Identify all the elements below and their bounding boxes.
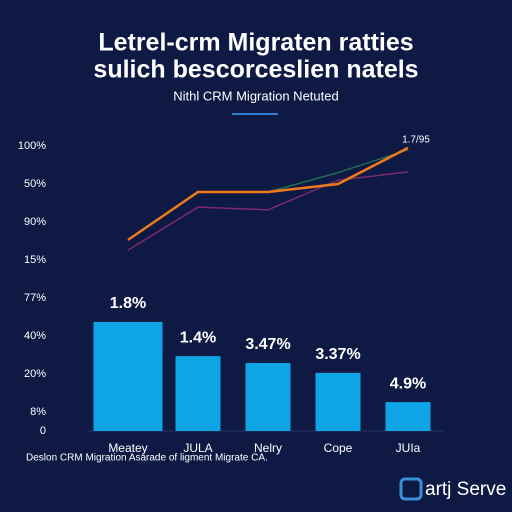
chart-subtitle: Nithl CRM Migration Netuted [173, 88, 338, 103]
bar-label: 3.37% [315, 346, 360, 363]
bar [315, 372, 361, 431]
y-tick-label: 40% [24, 330, 46, 342]
y-tick-label: 50% [24, 178, 46, 190]
chart-title: Letrel-crm Migraten ratties [98, 29, 413, 57]
bar [245, 362, 291, 431]
brand-text: artj Serve [425, 479, 506, 500]
y-tick-label: 20% [24, 368, 46, 380]
brand-logo: artj Serve [399, 477, 506, 501]
line-series [127, 146, 409, 241]
line-annotation: 1.7/95 [402, 135, 430, 146]
bar [175, 356, 221, 431]
x-tick-label: Meatey [108, 441, 147, 455]
x-tick-label: Cope [324, 441, 353, 455]
x-tick-label: Nelry [254, 441, 282, 455]
y-tick-label: 8% [30, 406, 46, 418]
line-series [127, 171, 409, 251]
bar-label: 3.47% [245, 336, 290, 353]
x-tick-label: JUIa [396, 441, 421, 455]
brand-icon [399, 477, 423, 501]
y-tick-label: 90% [24, 216, 46, 228]
bar-label: 4.9% [390, 375, 426, 392]
y-tick-label: 77% [24, 292, 46, 304]
bar [385, 402, 431, 431]
bar-label: 1.8% [110, 295, 146, 312]
x-tick-label: JULA [183, 441, 212, 455]
bar [93, 321, 163, 431]
footer-text: Deslon CRM Migration Asarade of ligment … [26, 453, 268, 464]
chart-title-line2: sulich bescorceslien natels [93, 56, 418, 84]
bar-label: 1.4% [180, 329, 216, 346]
y-tick-label: 100% [18, 140, 46, 152]
y-tick-label: 15% [24, 254, 46, 266]
y-tick-label: 0 [40, 425, 46, 437]
